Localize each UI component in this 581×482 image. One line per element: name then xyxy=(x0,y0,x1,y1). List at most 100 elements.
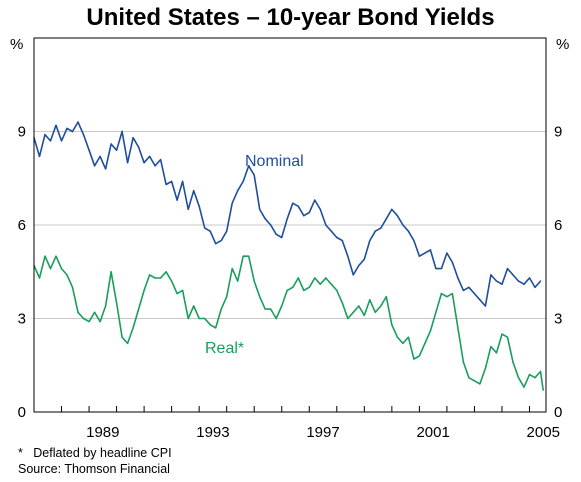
real-point-58 xyxy=(352,311,354,313)
nominal-point-58 xyxy=(352,274,354,276)
real-series-label: Real* xyxy=(205,340,244,357)
real-point-86 xyxy=(506,336,509,338)
real-point-7 xyxy=(71,286,74,288)
real-point-23 xyxy=(159,277,162,279)
real-point-24 xyxy=(165,271,167,273)
real-point-71 xyxy=(424,342,426,345)
real-point-25 xyxy=(170,280,173,282)
real-point-3 xyxy=(49,267,52,270)
nominal-point-77 xyxy=(457,277,459,279)
nominal-point-69 xyxy=(413,239,415,242)
nominal-point-84 xyxy=(495,280,498,282)
nominal-point-21 xyxy=(148,155,151,158)
real-point-11 xyxy=(93,311,96,313)
real-point-81 xyxy=(479,383,481,385)
real-point-55 xyxy=(336,289,338,292)
real-point-16 xyxy=(121,336,123,338)
nominal-point-6 xyxy=(66,127,68,130)
x-tick-label-2005: 2005 xyxy=(527,424,560,441)
y-tick-right-6: 6 xyxy=(554,217,562,234)
nominal-point-14 xyxy=(110,143,112,145)
nominal-point-82 xyxy=(484,305,487,307)
nominal-point-35 xyxy=(226,230,228,232)
real-point-30 xyxy=(198,317,200,320)
real-point-14 xyxy=(110,271,112,273)
real-point-63 xyxy=(380,305,382,307)
nominal-point-45 xyxy=(281,236,283,239)
footnote-source: Source: Thomson Financial xyxy=(18,462,170,476)
y-tick-right-0: 0 xyxy=(554,404,562,421)
real-point-50 xyxy=(308,286,310,288)
real-point-68 xyxy=(407,336,410,338)
nominal-point-72 xyxy=(429,249,432,251)
real-point-46 xyxy=(286,289,288,292)
real-point-56 xyxy=(341,302,343,304)
nominal-point-80 xyxy=(473,292,476,295)
nominal-point-55 xyxy=(336,236,338,239)
real-point-74 xyxy=(440,292,443,295)
nominal-point-47 xyxy=(292,202,294,204)
real-point-26 xyxy=(176,292,178,295)
nominal-point-13 xyxy=(104,168,107,170)
nominal-point-71 xyxy=(424,252,426,254)
nominal-point-83 xyxy=(490,274,492,276)
real-point-65 xyxy=(391,324,393,326)
nominal-point-91 xyxy=(534,286,536,288)
y-tick-right-9: 9 xyxy=(554,124,562,141)
nominal-point-75 xyxy=(446,252,448,254)
real-point-22 xyxy=(154,277,156,279)
nominal-point-39 xyxy=(248,165,250,167)
nominal-point-1 xyxy=(38,155,41,158)
real-point-88 xyxy=(517,377,520,379)
real-point-93 xyxy=(542,389,544,391)
real-point-39 xyxy=(248,255,250,257)
real-point-91 xyxy=(534,377,536,379)
x-tick-label-1989: 1989 xyxy=(86,424,119,441)
nominal-point-5 xyxy=(60,140,63,142)
real-point-92 xyxy=(539,370,542,373)
real-point-62 xyxy=(374,311,376,313)
real-point-78 xyxy=(462,361,465,363)
series-layer xyxy=(33,121,544,391)
real-point-35 xyxy=(226,296,228,298)
nominal-point-61 xyxy=(369,239,371,242)
real-point-73 xyxy=(435,311,437,313)
x-tick-label-1997: 1997 xyxy=(306,424,339,441)
real-point-42 xyxy=(264,308,266,310)
nominal-point-28 xyxy=(187,208,189,211)
nominal-point-12 xyxy=(99,155,101,158)
real-point-53 xyxy=(325,277,327,279)
real-point-2 xyxy=(44,255,46,257)
nominal-point-19 xyxy=(137,146,140,148)
nominal-point-26 xyxy=(176,199,178,201)
nominal-point-33 xyxy=(215,243,217,245)
real-point-76 xyxy=(451,292,454,295)
real-point-61 xyxy=(369,299,371,301)
real-point-89 xyxy=(523,386,525,388)
nominal-point-29 xyxy=(193,190,195,192)
real-point-4 xyxy=(55,255,57,257)
nominal-point-66 xyxy=(396,215,399,217)
real-point-17 xyxy=(126,342,129,345)
real-point-40 xyxy=(253,280,255,282)
real-point-31 xyxy=(204,317,206,320)
nominal-point-44 xyxy=(275,233,277,235)
real-point-19 xyxy=(137,308,140,310)
nominal-point-37 xyxy=(237,190,239,192)
real-point-52 xyxy=(319,283,321,285)
nominal-point-62 xyxy=(374,230,376,232)
nominal-point-88 xyxy=(517,280,520,282)
real-point-80 xyxy=(473,380,476,382)
tick-layer: 0 0 3 3 6 6 9 9 1989 1993 1997 2001 2005 xyxy=(18,124,563,442)
nominal-point-32 xyxy=(209,230,211,232)
nominal-point-42 xyxy=(264,218,266,220)
nominal-point-46 xyxy=(286,218,288,220)
y-unit-left: % xyxy=(10,36,23,53)
real-point-33 xyxy=(215,327,217,329)
nominal-point-50 xyxy=(308,211,310,214)
nominal-point-76 xyxy=(451,261,454,264)
real-point-8 xyxy=(77,311,79,313)
real-point-57 xyxy=(347,317,349,320)
nominal-point-74 xyxy=(440,267,443,270)
real-point-51 xyxy=(314,277,316,279)
